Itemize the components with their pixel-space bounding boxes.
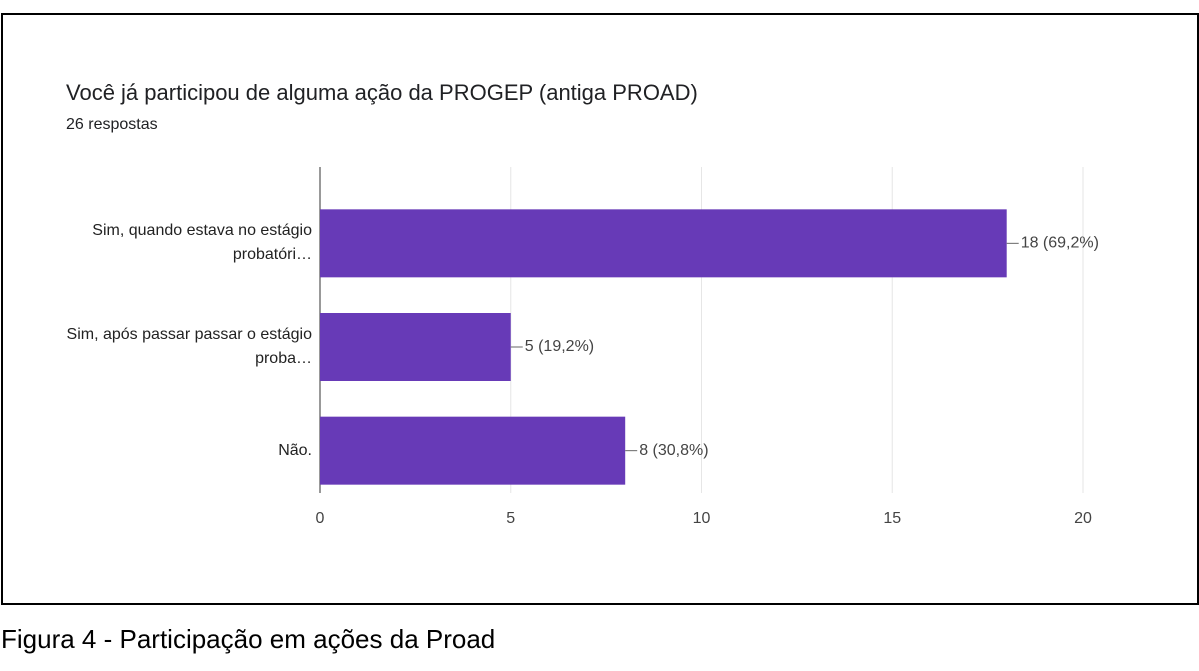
chart-subtitle: 26 respostas	[66, 116, 158, 133]
x-tick-label: 15	[883, 510, 901, 527]
category-label: Sim, após passar passar o estágio proba…	[66, 326, 312, 367]
category-label: Sim, quando estava no estágio probatóri…	[92, 222, 312, 264]
chart-frame	[1, 13, 1199, 605]
x-tick-label: 10	[693, 510, 711, 527]
value-label: 8 (30,8%)	[639, 442, 708, 459]
figure-caption: Figura 4 - Participação em ações da Proa…	[1, 624, 496, 654]
bar	[320, 313, 511, 381]
x-tick-label: 0	[316, 510, 325, 527]
x-tick-label: 5	[506, 510, 515, 527]
bar	[320, 416, 626, 485]
value-label: 5 (19,2%)	[525, 338, 594, 355]
x-tick-label: 20	[1074, 510, 1092, 527]
category-label: Não.	[278, 441, 312, 459]
value-label: 18 (69,2%)	[1021, 235, 1099, 252]
chart-title: Você já participou de alguma ação da PRO…	[66, 80, 698, 105]
bar	[320, 209, 1007, 278]
